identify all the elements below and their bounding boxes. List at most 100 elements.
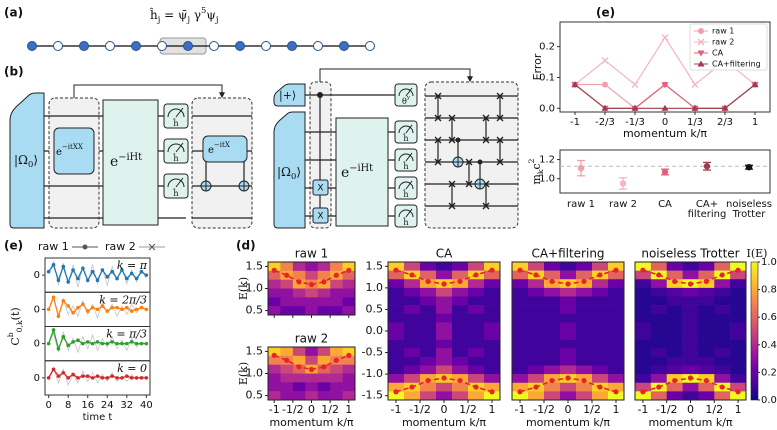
heatmap-cell [484, 391, 501, 401]
heatmap-cell [650, 331, 668, 340]
evolution-label: e−iHt [341, 163, 373, 182]
heatmap-cell [468, 287, 485, 297]
heatmap-cell [342, 382, 356, 392]
x-tick-label: -2/3 [595, 117, 615, 128]
legend-marker [148, 243, 156, 251]
heatmap-cell [560, 391, 577, 401]
heatmap-cell [436, 305, 453, 315]
heatmap-cell [666, 322, 683, 332]
marker [144, 376, 149, 380]
heatmap-cell [484, 313, 501, 323]
heatmap-cell [305, 355, 319, 365]
heatmap-cell [544, 322, 561, 332]
heatmap-cell [560, 287, 577, 297]
heatmap-cell [512, 391, 529, 401]
math-part: ĥ [149, 7, 158, 22]
heatmap-cell [608, 339, 625, 349]
dispersion-point [533, 272, 539, 278]
heatmap-cell [420, 356, 437, 366]
heatmap-cell [714, 365, 731, 375]
panel-label: (e) [4, 239, 23, 253]
marker [134, 307, 139, 312]
x-tick-label: 0 [308, 403, 315, 416]
heatmap-cell [268, 262, 281, 272]
y-tick-label: 1.0 [246, 367, 264, 380]
heatmap-cell [682, 356, 699, 366]
heatmap-cell [305, 373, 319, 383]
heatmap-cell [608, 365, 625, 375]
math-part: m [530, 174, 543, 185]
meter-box [394, 120, 418, 144]
x-tick-label: raw 2 [609, 199, 637, 210]
marker [46, 376, 51, 380]
heatmap-cell [666, 270, 683, 280]
x-axis-label: momentum k/π [269, 416, 353, 429]
y-axis-label: mkc2 [527, 158, 545, 184]
heatmap-cell [512, 270, 529, 280]
heatmap-cell [576, 356, 593, 366]
heatmap-cell [576, 382, 593, 392]
dispersion-point [393, 267, 399, 273]
gate [53, 127, 95, 175]
heatmap-cell [388, 279, 405, 289]
heatmap-cell [544, 339, 561, 349]
meter-needle [175, 177, 184, 188]
heatmap-cell [317, 382, 331, 392]
heatmap-cell [268, 355, 281, 365]
heatmap-cell [404, 348, 421, 358]
meter-needle [175, 142, 184, 153]
heatmap-cell [682, 391, 699, 401]
legend-label: CA [712, 49, 724, 58]
dispersion-point [549, 377, 555, 384]
x-axis-label: momentum k/π [402, 416, 486, 429]
dispersion-point [346, 267, 352, 273]
heatmap-cell [452, 391, 469, 401]
heatmap-cell [714, 391, 731, 401]
heatmap-cell [592, 305, 609, 315]
dispersion-point [308, 281, 315, 288]
heatmap-cell [404, 305, 421, 315]
x-tick-label: -1/3 [625, 117, 645, 128]
y-tick-label: 1.0 [366, 281, 384, 294]
marker [134, 376, 139, 380]
y-tick-label: 0.1 [539, 72, 555, 83]
heatmap-cell [576, 313, 593, 323]
heatmap-cell [730, 296, 747, 306]
swap-mark [434, 92, 442, 100]
heatmap-cell [666, 296, 683, 306]
heatmap-cell [608, 374, 625, 384]
heatmap-cell [452, 296, 469, 306]
heatmap-cell [698, 382, 715, 392]
right-circuit: |+⟩ |Ω0⟩ X X e−iHt θy ĥ ĥ ĥ ĥ [273, 68, 519, 229]
heatmap-cell [608, 287, 625, 297]
point [577, 164, 585, 172]
y-tick-label: 0.5 [246, 304, 264, 317]
dispersion-point [489, 389, 495, 395]
math-part: 0 [291, 171, 296, 181]
heatmap-cell [635, 322, 652, 332]
meter-arc [398, 181, 414, 190]
heatmap-cell [592, 374, 609, 384]
marker [90, 341, 95, 346]
heatmap-cell [268, 297, 281, 307]
marker [61, 299, 66, 303]
dispersion-point [640, 267, 646, 273]
heatmap-cell [342, 364, 356, 374]
heatmap-cell [388, 305, 405, 315]
marker [110, 269, 114, 274]
heatmap-cell [650, 262, 668, 271]
heatmap-cell [484, 382, 501, 392]
heatmap-cell [635, 331, 652, 340]
cnot-plus [201, 181, 211, 191]
heatmap-cell [305, 306, 319, 316]
heatmap-cell [436, 262, 453, 271]
heatmap-cell [305, 391, 319, 401]
dispersion-point [581, 377, 587, 384]
y-tick-label: -1.5 [362, 389, 383, 402]
heatmap-cell [635, 391, 652, 401]
state-label: |+⟩ [279, 89, 296, 103]
heatmap-cell [528, 391, 545, 401]
heatmap-cell [512, 348, 529, 358]
heatmap-cell [560, 365, 577, 375]
dispersion-point [703, 278, 709, 285]
